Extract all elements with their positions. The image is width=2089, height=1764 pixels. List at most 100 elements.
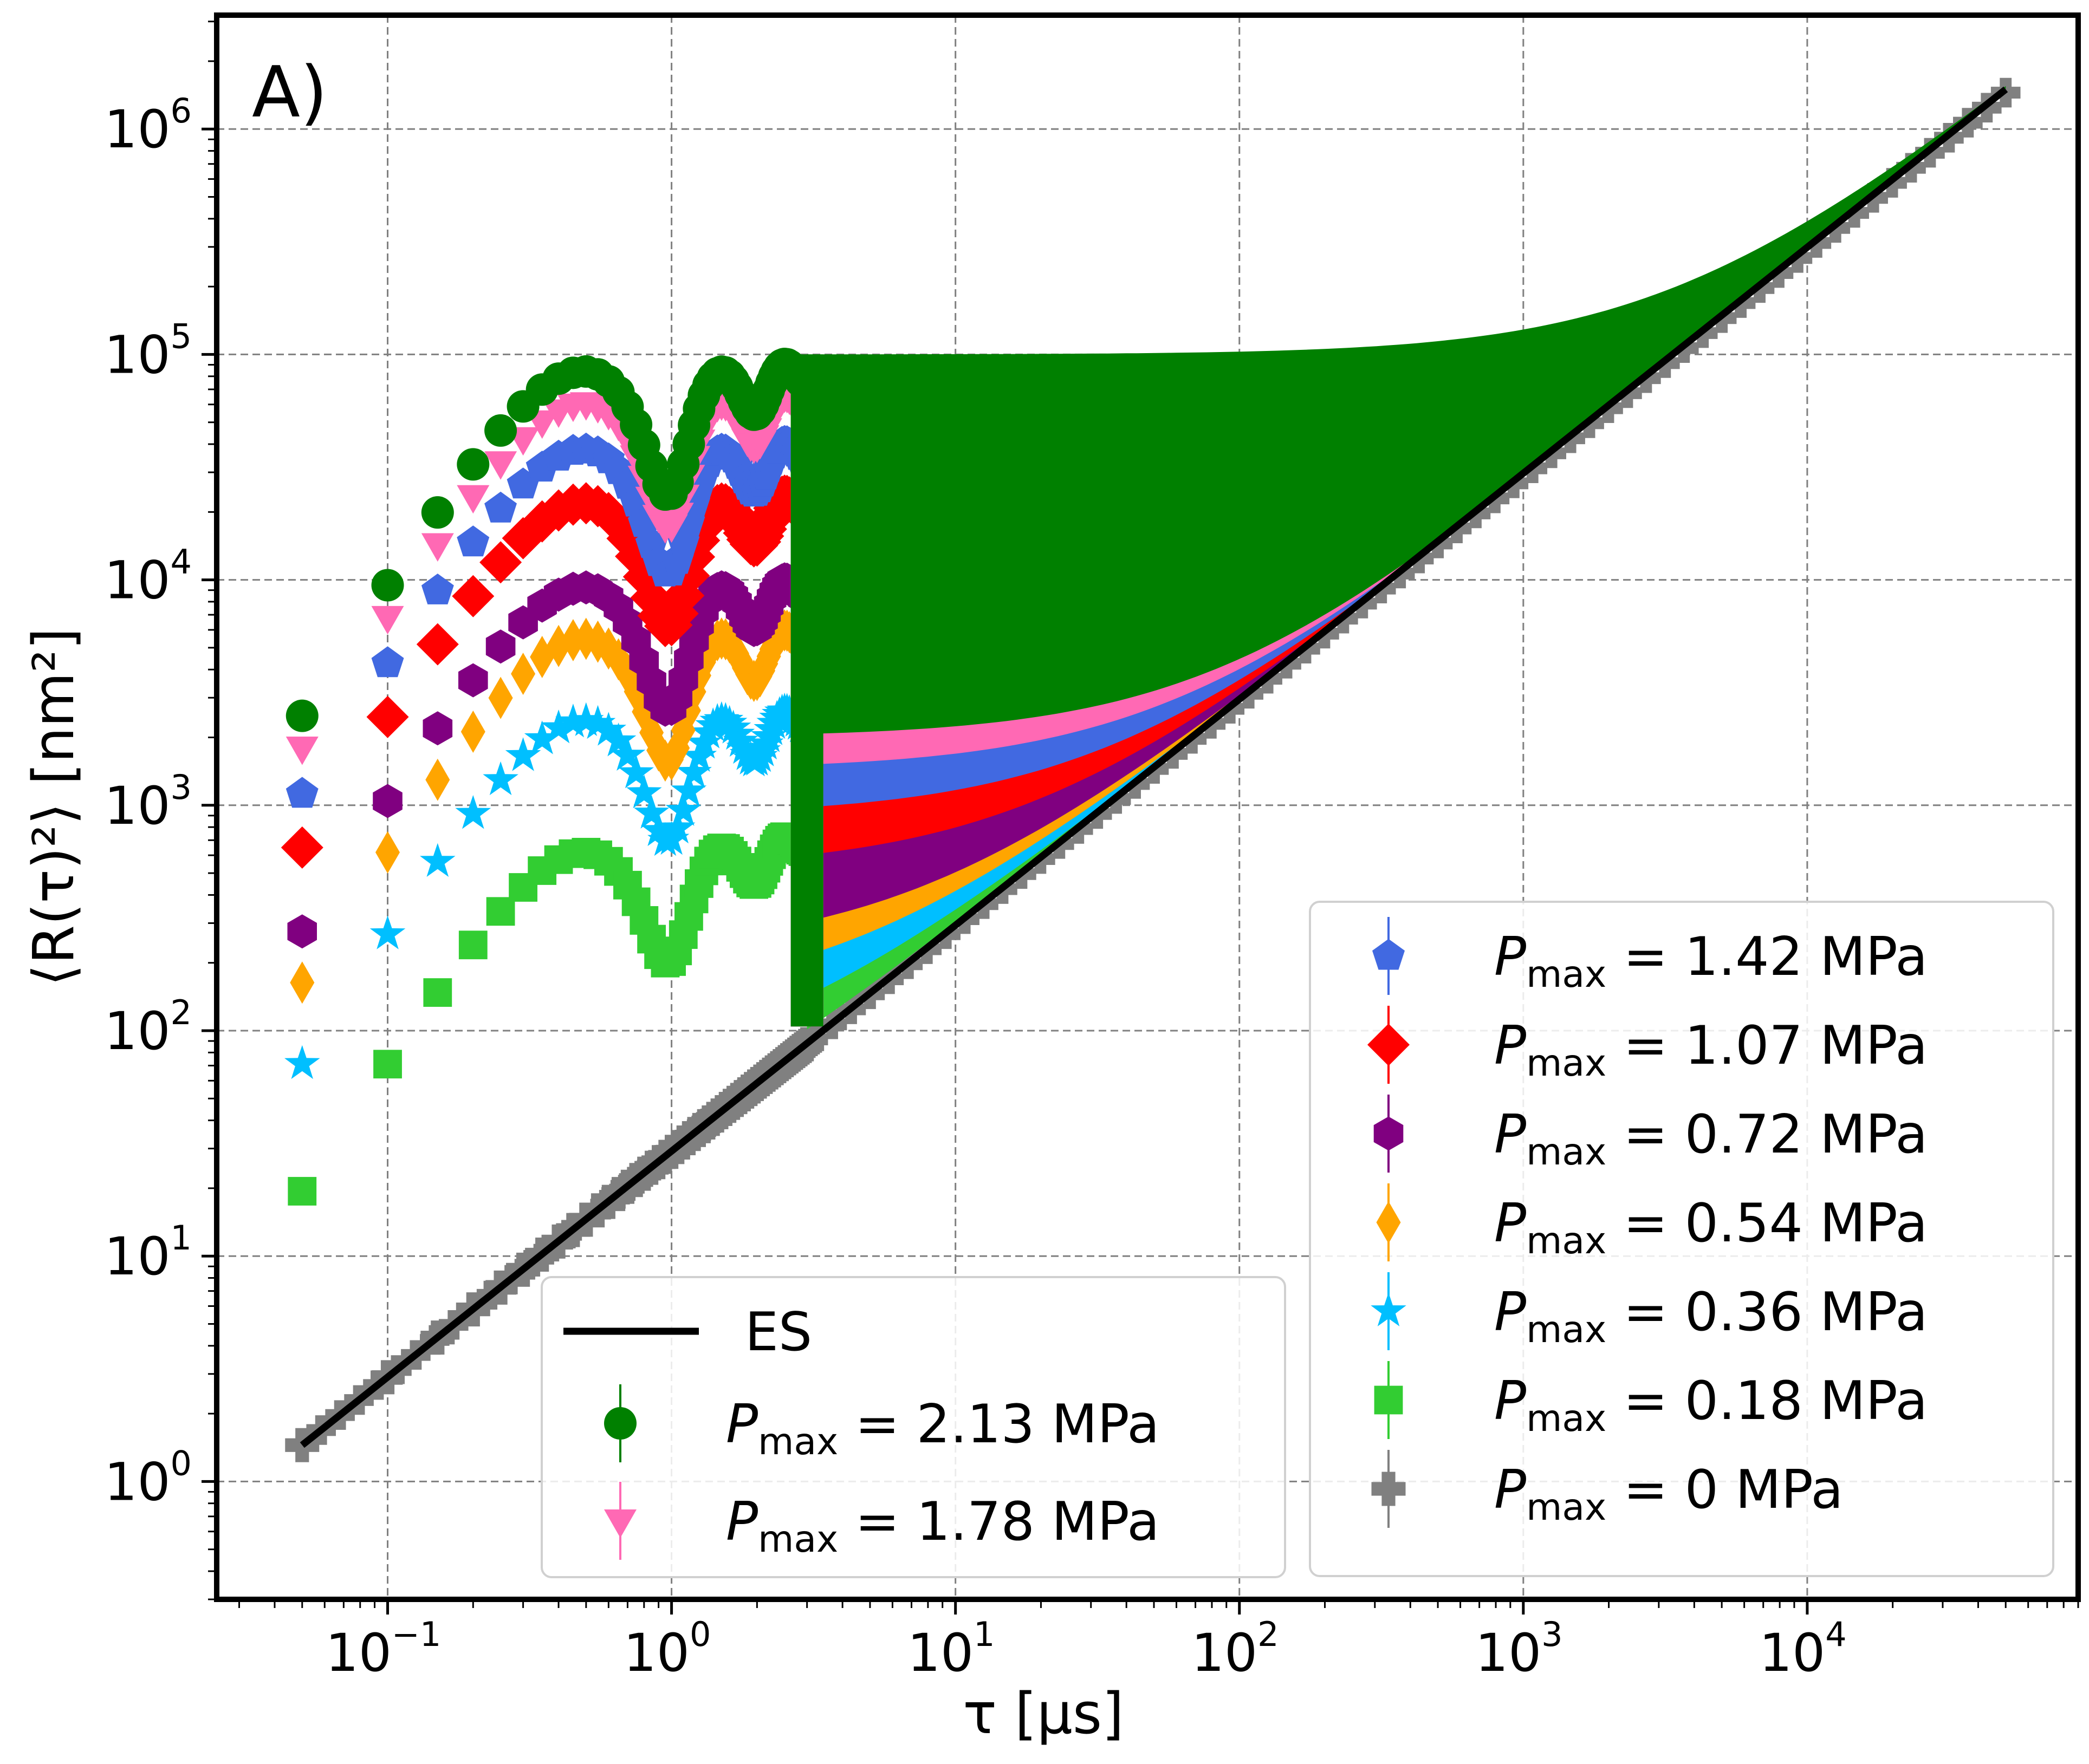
legend-label-sub: max — [1526, 1309, 1606, 1351]
data-point — [286, 737, 319, 765]
data-point — [484, 491, 517, 523]
data-point — [416, 623, 459, 666]
x-tick-base: 10 — [1475, 1623, 1541, 1683]
legend-label-sub: max — [1526, 1397, 1606, 1440]
data-point — [460, 711, 485, 753]
x-axis-ticks: 10−1 100 101 102 103 104 — [326, 1599, 1847, 1683]
legend-label-sub: max — [758, 1421, 838, 1463]
legend-label-p: P — [1494, 1104, 1526, 1166]
data-point — [626, 774, 662, 809]
data-point — [659, 809, 696, 844]
data-point — [479, 541, 522, 584]
x-tick-base: 10 — [1759, 1623, 1825, 1683]
y-tick-label: 102 — [104, 993, 192, 1062]
data-point — [609, 737, 646, 771]
x-tick-label: 103 — [1475, 1615, 1563, 1683]
legend-marker — [1374, 1385, 1403, 1415]
legend-label-p: P — [1494, 1281, 1526, 1343]
legend-label-value: = 0 MPa — [1606, 1459, 1843, 1521]
legend-label-p: P — [1494, 926, 1526, 988]
x-axis-label: τ [μs] — [963, 1681, 1124, 1747]
legend-right-frame — [1309, 901, 2054, 1577]
legend-left-frame — [541, 1276, 1286, 1578]
legend-label-p: P — [726, 1394, 758, 1455]
y-tick-base: 10 — [104, 1001, 170, 1062]
y-tick-base: 10 — [104, 1226, 170, 1287]
data-point — [373, 1050, 402, 1079]
data-point — [421, 533, 454, 562]
x-tick-base: 10 — [624, 1623, 690, 1683]
data-point — [290, 961, 315, 1004]
data-point — [421, 496, 454, 529]
y-tick-label: 101 — [104, 1218, 192, 1287]
legend-marker — [1371, 1292, 1406, 1326]
data-point — [375, 831, 400, 874]
data-point — [715, 709, 751, 744]
data-point — [488, 676, 513, 719]
data-point — [423, 978, 452, 1007]
legend-label-value: = 0.18 MPa — [1606, 1370, 1928, 1432]
x-tick-base: 10 — [1191, 1623, 1257, 1683]
legend-label-sub: max — [1526, 953, 1606, 996]
y-tick-exp: 2 — [171, 993, 192, 1032]
legend-label-p: P — [1494, 1370, 1526, 1432]
legend-marker — [1371, 1472, 1406, 1506]
x-tick-exp: 2 — [1257, 1615, 1279, 1654]
x-tick-exp: 4 — [1825, 1615, 1846, 1654]
x-tick-base: 10 — [907, 1623, 974, 1683]
data-point — [281, 826, 323, 869]
legend-label-sub: max — [1526, 1131, 1606, 1174]
x-tick-label: 100 — [624, 1615, 711, 1683]
y-tick-base: 10 — [104, 550, 170, 611]
data-point — [287, 914, 317, 949]
data-band — [807, 86, 2006, 734]
data-point — [286, 699, 319, 732]
data-point — [633, 795, 670, 829]
x-tick-label: 101 — [907, 1615, 995, 1683]
legend-label: Pmax = 0 MPa — [1494, 1459, 1844, 1529]
legend-label-value: = 1.78 MPa — [838, 1491, 1159, 1553]
y-tick-base: 10 — [104, 1451, 170, 1512]
legend-label-p: P — [1494, 1459, 1526, 1521]
data-point — [458, 663, 488, 698]
x-tick-exp: 1 — [974, 1615, 995, 1654]
data-point — [484, 451, 517, 480]
data-point — [541, 709, 576, 744]
legend-marker — [604, 1509, 637, 1538]
legend-marker — [1367, 1024, 1410, 1066]
x-tick-exp: −1 — [392, 1615, 441, 1654]
data-point — [511, 653, 536, 695]
legend-marker — [604, 1407, 637, 1440]
data-point — [286, 777, 319, 808]
data-point — [425, 758, 450, 801]
legend-label: Pmax = 2.13 MPa — [726, 1394, 1159, 1463]
legend-label-sub: max — [1526, 1220, 1606, 1262]
legend-label-value: = 0.36 MPa — [1606, 1281, 1928, 1343]
data-point — [618, 754, 654, 789]
legend-label-value: = 2.13 MPa — [838, 1394, 1159, 1455]
data-point — [671, 772, 707, 806]
x-tick-exp: 3 — [1541, 1615, 1562, 1654]
legend-marker — [1372, 939, 1405, 970]
y-tick-label: 103 — [104, 767, 192, 836]
legend-label-sub: max — [758, 1518, 838, 1561]
data-point — [457, 448, 490, 481]
data-point — [371, 606, 404, 635]
y-tick-base: 10 — [104, 776, 170, 836]
data-point — [366, 695, 409, 738]
legend-label: Pmax = 1.78 MPa — [726, 1491, 1159, 1561]
x-tick-exp: 0 — [690, 1615, 711, 1654]
y-tick-label: 104 — [104, 542, 192, 611]
series-2.13 — [286, 86, 2006, 1027]
data-point — [284, 1045, 320, 1079]
legend-label-p: P — [726, 1491, 758, 1553]
legend-marker — [1373, 1116, 1404, 1151]
data-point — [288, 1177, 317, 1206]
data-point — [484, 414, 517, 447]
y-tick-exp: 4 — [171, 542, 192, 582]
legend-label: Pmax = 0.18 MPa — [1494, 1370, 1928, 1440]
data-point — [421, 574, 454, 604]
es-line-group — [300, 86, 2008, 1448]
